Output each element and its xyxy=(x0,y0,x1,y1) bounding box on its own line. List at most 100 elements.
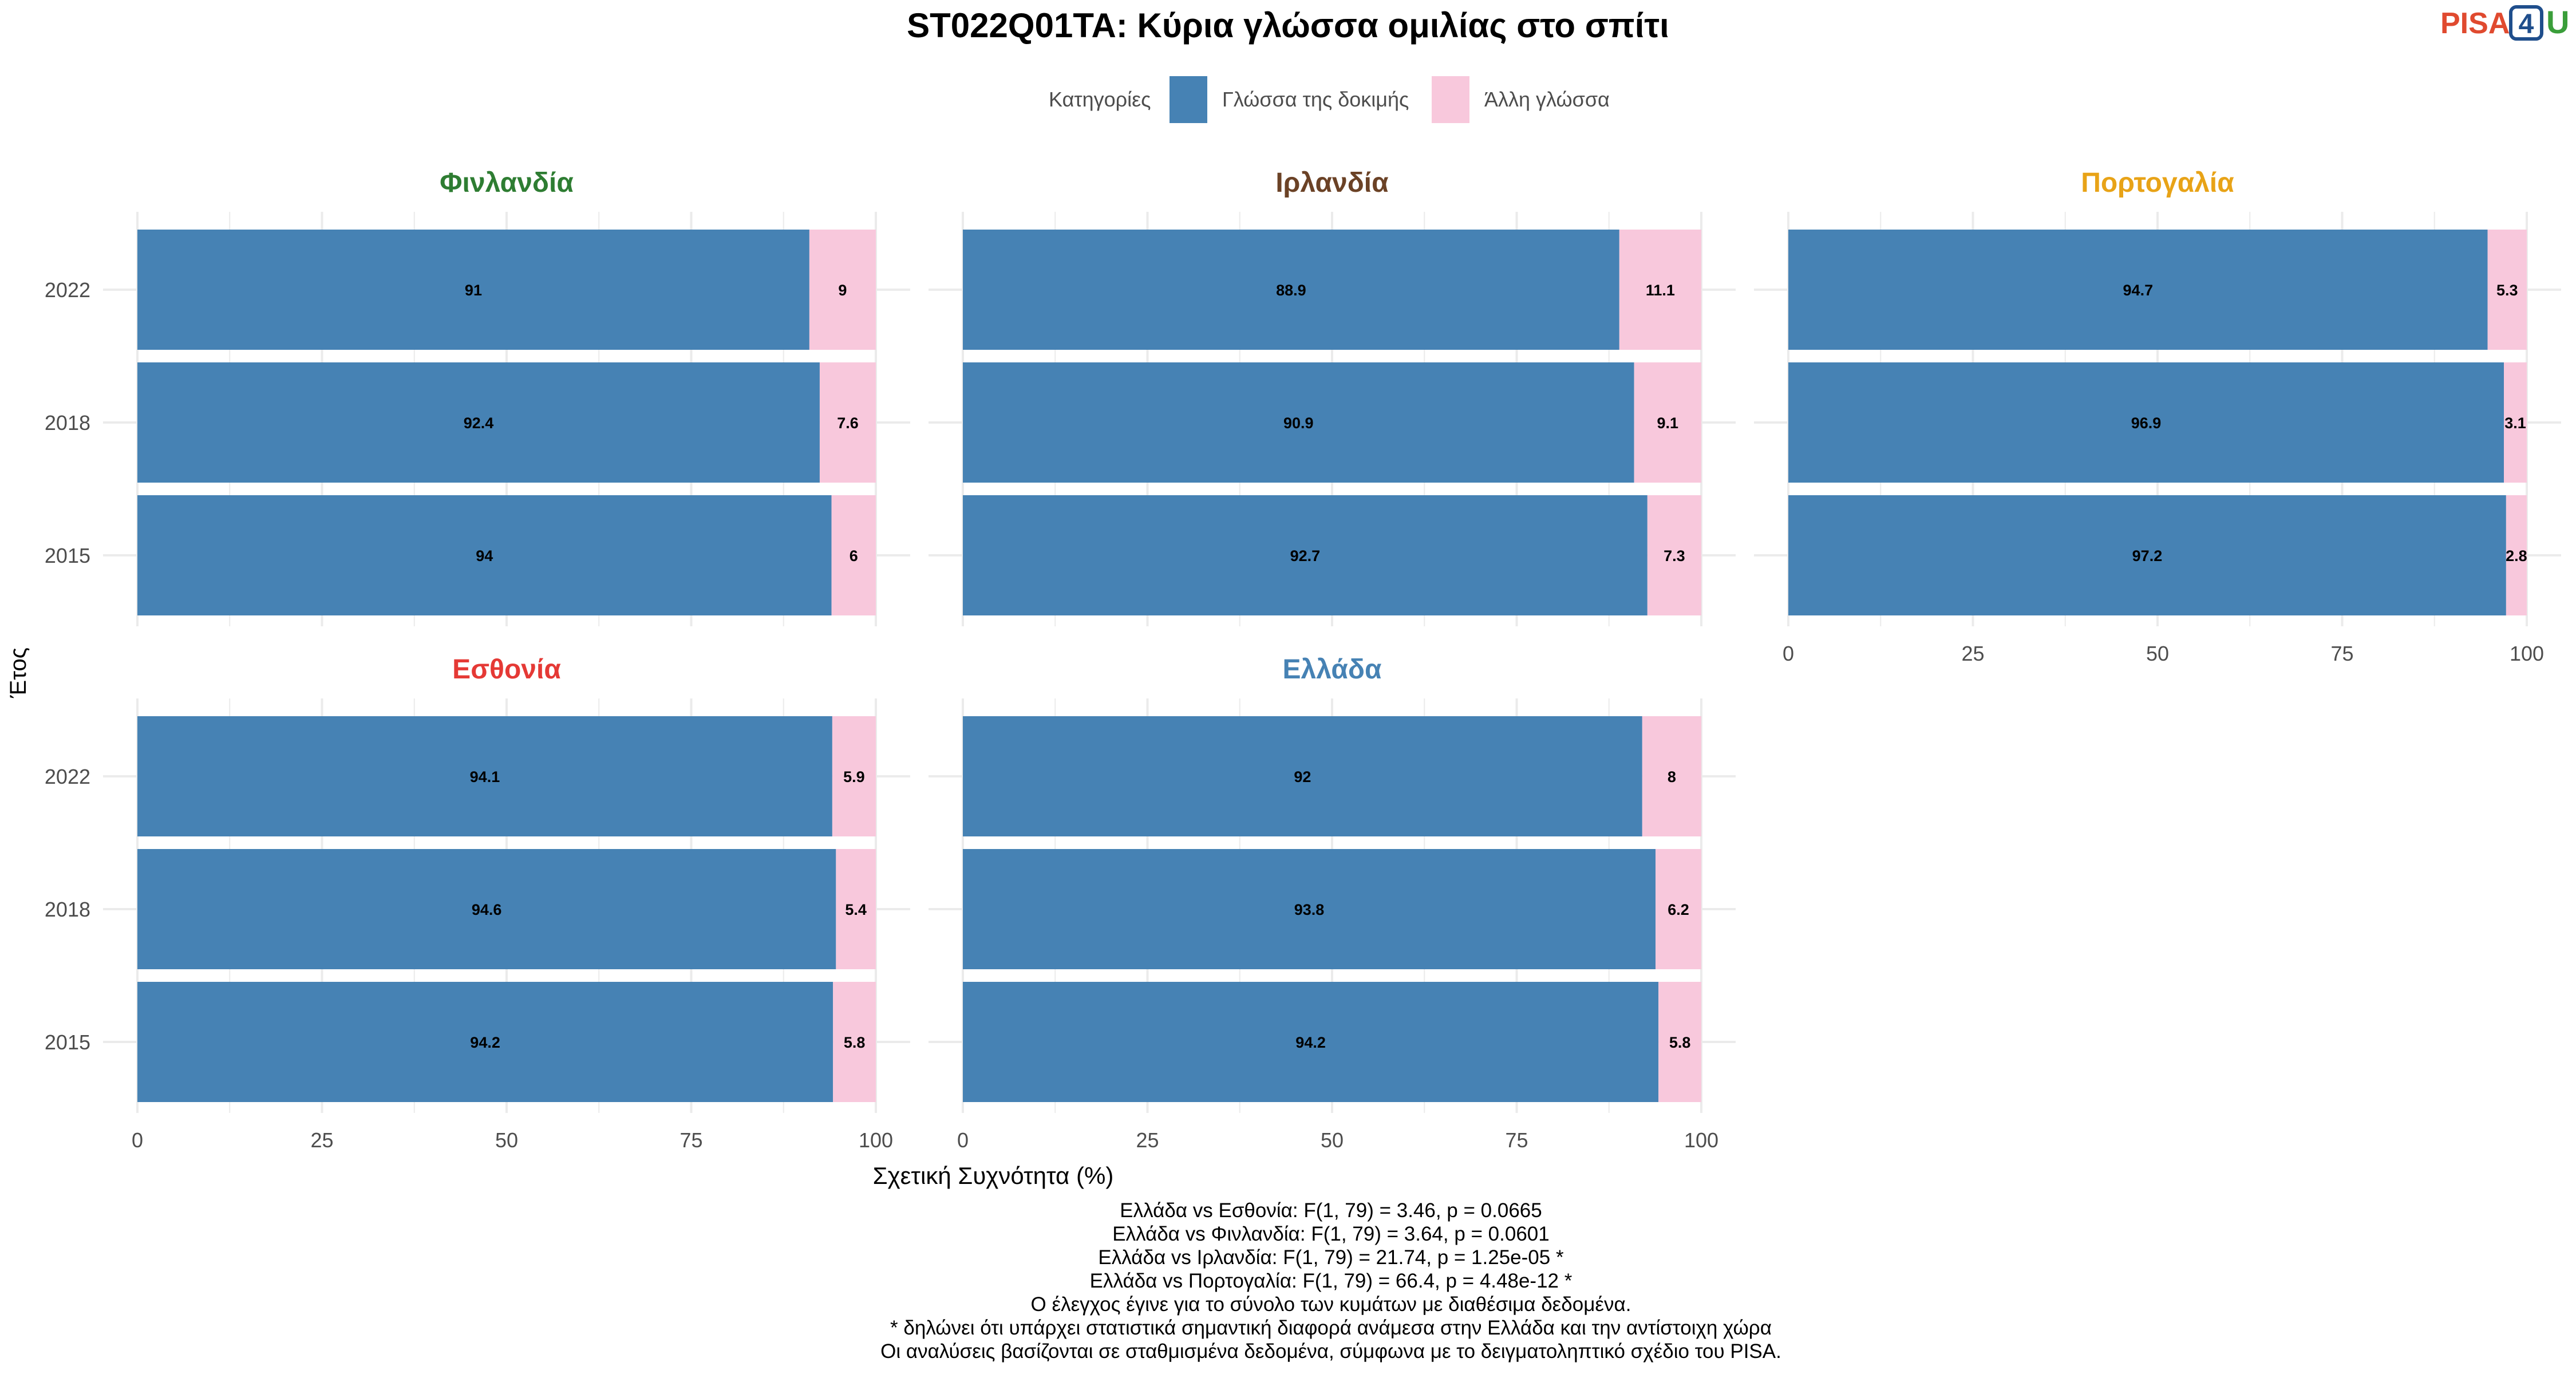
data-label-test-language: 92.7 xyxy=(1290,547,1321,564)
facet-panels: Φινλανδία 2022 2018 2015 91 9 92.4 7.6 94 6 Ιρλανδ… xyxy=(45,168,2561,1152)
data-label-other-language: 7.3 xyxy=(1664,547,1685,564)
bar-test-language xyxy=(137,230,809,350)
chart-title: ST022Q01TA: Κύρια γλώσσα ομιλίας στο σπί… xyxy=(907,6,1669,45)
bar-test-language xyxy=(1788,495,2506,615)
panel-title: Ελλάδα xyxy=(1283,654,1382,685)
panel-1: Φινλανδία 2022 2018 2015 91 9 92.4 7.6 94 6 xyxy=(45,168,910,626)
footer-line: Ελλάδα vs Φινλανδία: F(1, 79) = 3.64, p … xyxy=(1112,1223,1549,1245)
panel-title: Εσθονία xyxy=(452,654,561,685)
data-label-other-language: 3.1 xyxy=(2504,414,2526,432)
data-label-test-language: 91 xyxy=(465,282,482,299)
data-label-other-language: 9.1 xyxy=(1657,414,1679,432)
bar-test-language xyxy=(1788,230,2488,350)
data-label-other-language: 5.9 xyxy=(843,768,865,785)
x-tick-label: 0 xyxy=(1783,642,1794,665)
bar-other-language xyxy=(2487,230,2527,350)
x-tick-label: 75 xyxy=(2330,642,2353,665)
bar-other-language xyxy=(833,982,876,1102)
panel-title: Ιρλανδία xyxy=(1275,168,1389,198)
legend-label-other-language: Άλλη γλώσσα xyxy=(1484,88,1610,111)
bar-test-language xyxy=(137,849,836,969)
footer-line: Ελλάδα vs Ιρλανδία: F(1, 79) = 21.74, p … xyxy=(1098,1246,1564,1269)
data-label-test-language: 93.8 xyxy=(1294,901,1325,918)
bar-test-language xyxy=(137,982,833,1102)
bar-test-language xyxy=(137,716,832,836)
data-label-other-language: 8 xyxy=(1668,768,1676,785)
footer-line: Ο έλεγχος έγινε για το σύνολο των κυμάτω… xyxy=(1031,1293,1631,1316)
data-label-other-language: 5.8 xyxy=(1669,1034,1691,1051)
data-label-other-language: 5.4 xyxy=(845,901,867,918)
data-label-test-language: 94 xyxy=(476,547,493,564)
footer-notes: Ελλάδα vs Εσθονία: F(1, 79) = 3.46, p = … xyxy=(880,1199,1781,1363)
bar-test-language xyxy=(963,362,1634,483)
data-label-test-language: 96.9 xyxy=(2131,414,2162,432)
x-tick-label: 25 xyxy=(1136,1128,1159,1152)
y-tick-label: 2022 xyxy=(45,278,90,302)
logo-text-four: 4 xyxy=(2519,9,2534,40)
x-tick-label: 25 xyxy=(310,1128,333,1152)
bar-other-language xyxy=(1634,362,1701,483)
bar-other-language xyxy=(2504,362,2527,483)
data-label-other-language: 11.1 xyxy=(1646,282,1675,299)
bar-other-language xyxy=(1658,982,1701,1102)
x-tick-label: 100 xyxy=(859,1128,893,1152)
bar-other-language xyxy=(831,495,876,615)
legend-swatch-other-language xyxy=(1432,76,1469,123)
bar-test-language xyxy=(963,230,1619,350)
logo-text-pisa: PISA xyxy=(2440,7,2510,40)
footer-line: Ελλάδα vs Εσθονία: F(1, 79) = 3.46, p = … xyxy=(1120,1199,1542,1222)
bar-test-language xyxy=(137,495,832,615)
bar-test-language xyxy=(137,362,820,483)
y-tick-label: 2015 xyxy=(45,1030,90,1054)
y-tick-label: 2015 xyxy=(45,544,90,567)
x-tick-label: 0 xyxy=(132,1128,143,1152)
x-tick-label: 75 xyxy=(1505,1128,1528,1152)
x-tick-label: 50 xyxy=(2146,642,2169,665)
bar-other-language xyxy=(2506,495,2527,615)
panel-4: Εσθονία 2022 2018 2015 94.1 5.9 94.6 5.4 94.2 5.8… xyxy=(45,654,910,1152)
footer-line: * δηλώνει ότι υπάρχει στατιστικά σημαντι… xyxy=(890,1317,1772,1339)
legend-title: Κατηγορίες xyxy=(1049,88,1151,111)
footer-line: Οι αναλύσεις βασίζονται σε σταθμισμένα δ… xyxy=(880,1340,1781,1363)
bar-other-language xyxy=(832,716,876,836)
x-tick-label: 100 xyxy=(1684,1128,1718,1152)
data-label-test-language: 90.9 xyxy=(1283,414,1314,432)
y-axis-title: Έτος xyxy=(6,647,31,698)
bar-test-language xyxy=(963,982,1659,1102)
panel-5: Ελλάδα 92 8 93.8 6.2 94.2 5.8 0 25 50 75 100 xyxy=(929,654,1736,1152)
bar-other-language xyxy=(1619,230,1701,350)
y-tick-label: 2018 xyxy=(45,411,90,435)
logo-box xyxy=(2509,5,2543,41)
x-tick-label: 50 xyxy=(495,1128,518,1152)
bar-other-language xyxy=(819,362,876,483)
data-label-other-language: 5.3 xyxy=(2496,282,2518,299)
pisa4u-logo: PISA 4 U xyxy=(2440,4,2569,41)
x-tick-label: 50 xyxy=(1321,1128,1344,1152)
footer-line: Ελλάδα vs Πορτογαλία: F(1, 79) = 66.4, p… xyxy=(1090,1270,1573,1292)
bar-other-language xyxy=(836,849,876,969)
bar-other-language xyxy=(809,230,876,350)
logo-text-u: U xyxy=(2546,4,2569,40)
data-label-test-language: 92 xyxy=(1294,768,1311,785)
bar-test-language xyxy=(963,849,1656,969)
bar-test-language xyxy=(963,495,1647,615)
x-tick-label: 0 xyxy=(957,1128,969,1152)
data-label-other-language: 9 xyxy=(838,282,847,299)
data-label-test-language: 88.9 xyxy=(1276,282,1306,299)
legend-swatch-test-language xyxy=(1170,76,1207,123)
data-label-other-language: 7.6 xyxy=(837,414,859,432)
bar-other-language xyxy=(1642,716,1701,836)
bar-test-language xyxy=(1788,362,2504,483)
y-tick-label: 2018 xyxy=(45,898,90,921)
data-label-test-language: 94.2 xyxy=(1295,1034,1326,1051)
x-tick-label: 25 xyxy=(1961,642,1984,665)
data-label-other-language: 2.8 xyxy=(2506,547,2527,564)
bar-test-language xyxy=(963,716,1642,836)
panel-title: Φινλανδία xyxy=(440,168,574,198)
data-label-other-language: 5.8 xyxy=(844,1034,866,1051)
legend: Κατηγορίες Γλώσσα της δοκιμής Άλλη γλώσσ… xyxy=(1049,76,1610,123)
x-tick-label: 75 xyxy=(679,1128,702,1152)
data-label-test-language: 94.1 xyxy=(470,768,500,785)
data-label-test-language: 94.7 xyxy=(2123,282,2154,299)
